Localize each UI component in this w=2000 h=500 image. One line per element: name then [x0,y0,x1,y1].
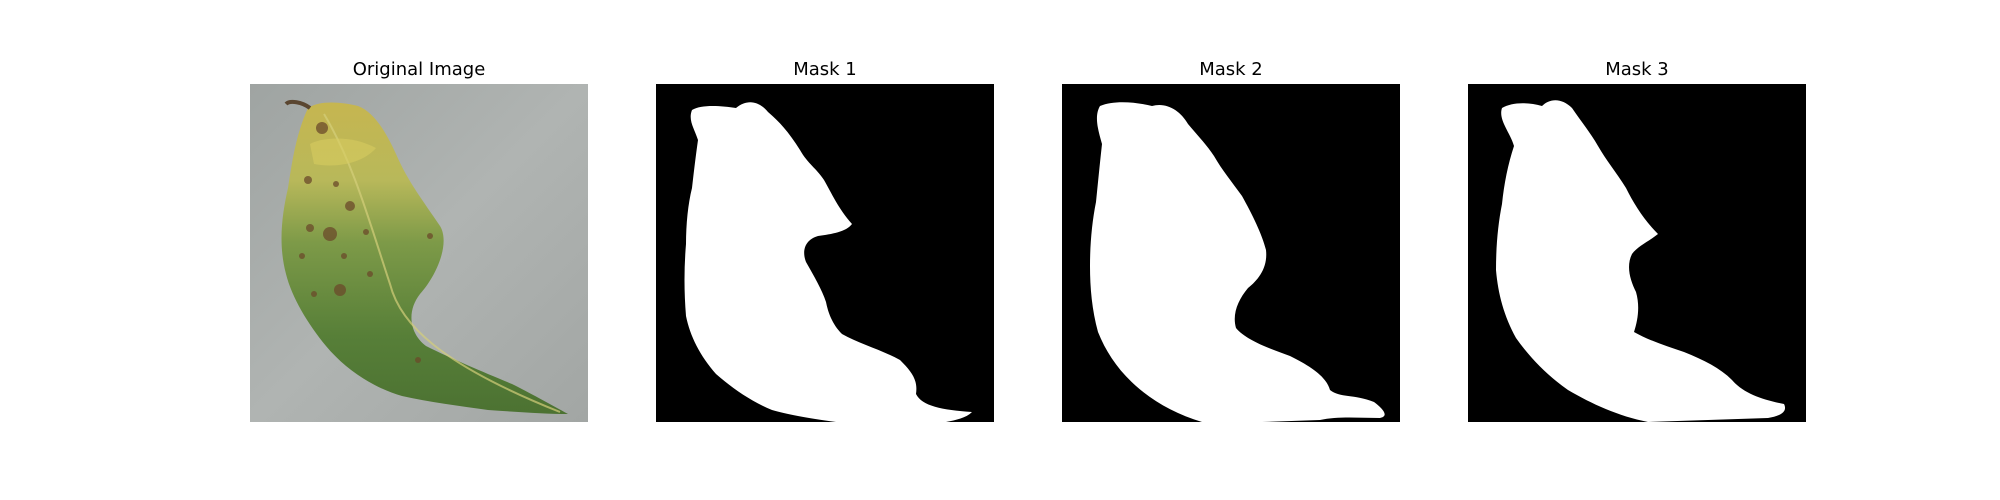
original-leaf-photo [250,84,588,422]
leaf-midrib [323,113,561,413]
panel-original-image: Original Image [250,58,588,436]
panel-title: Mask 2 [1199,59,1263,80]
leaf-stem [284,99,312,110]
panel-title: Mask 1 [793,59,857,80]
mask-2-image [1062,84,1400,422]
panel-title: Mask 3 [1605,59,1669,80]
mask-3-image [1468,84,1806,422]
panel-title: Original Image [352,59,486,80]
leaf-spots [299,122,433,363]
mask-1-image [656,84,994,422]
panel-mask-3: Mask 3 [1468,58,1806,436]
leaf-highlight [310,138,376,166]
panel-mask-1: Mask 1 [656,58,994,436]
panel-mask-2: Mask 2 [1062,58,1400,436]
mask-region [1496,100,1786,422]
leaf-shape [281,102,568,414]
mask-region [1090,102,1385,422]
mask-region [684,102,972,422]
